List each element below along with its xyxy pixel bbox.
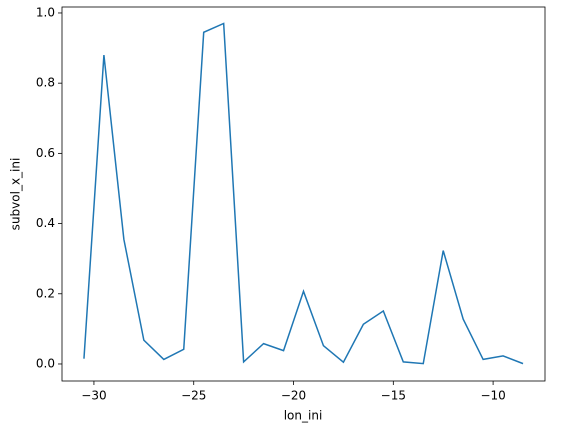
plot-frame bbox=[61, 6, 546, 382]
x-tick-label: −15 bbox=[381, 389, 406, 403]
y-tick-label: 0.8 bbox=[36, 76, 55, 90]
x-axis-label: lon_ini bbox=[284, 409, 323, 423]
x-tick-label: −10 bbox=[480, 389, 505, 403]
y-axis-label: subvol_x_ini bbox=[9, 158, 23, 231]
y-tick-label: 0.0 bbox=[36, 356, 55, 370]
x-tick-label: −30 bbox=[81, 389, 106, 403]
y-tick-label: 0.6 bbox=[36, 146, 55, 160]
data-line bbox=[83, 22, 524, 365]
y-tick-label: 0.2 bbox=[36, 286, 55, 300]
x-tick-label: −20 bbox=[281, 389, 306, 403]
y-tick-label: 1.0 bbox=[36, 5, 55, 19]
y-tick-label: 0.4 bbox=[36, 216, 55, 230]
x-tick-label: −25 bbox=[181, 389, 206, 403]
